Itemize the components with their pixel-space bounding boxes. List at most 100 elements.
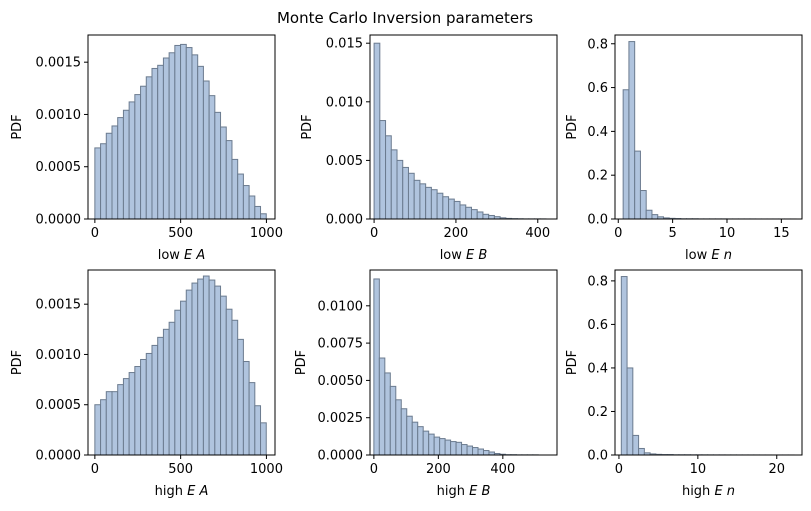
y-axis-label: PDF [300, 114, 315, 139]
x-axis-label-text: low [685, 248, 711, 263]
histogram-bar [406, 415, 413, 456]
histogram-bar [128, 372, 136, 456]
histogram-bar [208, 279, 216, 456]
histogram-bar [482, 450, 490, 456]
y-tick-label: 0.0005 [36, 398, 82, 413]
histogram-bar [242, 185, 250, 220]
x-axis-label: high E B [437, 484, 491, 499]
x-tick-label: 0 [615, 462, 623, 477]
y-tick-label: 0.0025 [318, 411, 364, 426]
histogram-bar [413, 179, 421, 220]
histogram-bar [396, 159, 404, 220]
histogram-bar [225, 308, 233, 456]
histogram-bar [191, 282, 199, 456]
histogram-bar [128, 101, 136, 220]
histogram-bar [111, 125, 119, 220]
histogram-bar [248, 382, 256, 456]
histogram-bar [459, 204, 467, 220]
subplot-2: 0 200 400 0.000 0.005 0.010 0.015 low E B PDF [300, 34, 558, 263]
histogram-bar [417, 426, 424, 456]
histogram-bar [197, 278, 204, 456]
histogram-bar [402, 166, 409, 220]
x-tick-label: 1000 [250, 226, 283, 241]
x-tick-label: 0 [614, 226, 622, 241]
x-axis-label: low E n [685, 248, 732, 263]
histogram-bar [645, 209, 653, 220]
histogram-bar [242, 360, 250, 456]
histogram-bar [180, 43, 187, 220]
y-tick-label: 0.0015 [36, 298, 82, 313]
x-axis-label-text: low [158, 248, 184, 263]
axes-frame [87, 34, 276, 220]
histogram-bar [254, 205, 262, 220]
histogram-bar [214, 285, 222, 456]
y-tick-label: 0.0100 [318, 299, 364, 314]
y-axis-label: PDF [565, 114, 580, 139]
histogram-bar [254, 405, 262, 456]
histogram-bar [134, 94, 142, 220]
histogram-bar [145, 352, 153, 456]
histogram-bar [470, 209, 478, 220]
histogram-bar [379, 120, 387, 220]
x-tick-label: 10 [719, 226, 736, 241]
histogram-bar [237, 338, 244, 456]
y-tick-label: 0.0000 [36, 449, 82, 464]
histogram-bar [260, 422, 267, 456]
y-tick-label: 0.4 [587, 361, 608, 376]
x-tick-label: 500 [168, 226, 193, 241]
x-axis-label-symbol: E n [714, 484, 735, 499]
histogram-bar [632, 434, 640, 456]
histogram-bar [384, 372, 391, 456]
histogram-bar [482, 213, 490, 220]
x-tick-label: 10 [690, 462, 707, 477]
x-tick-label: 1000 [250, 462, 283, 477]
histogram-bar [455, 441, 463, 456]
histogram-bar [477, 448, 484, 456]
histogram-bar [174, 44, 182, 220]
subplot-6: 0 10 20 0.0 0.2 0.4 0.6 0.8 high E n PDF [565, 269, 803, 499]
y-tick-label: 0.0050 [318, 374, 364, 389]
axes-frame [614, 269, 803, 456]
y-tick-label: 0.0010 [36, 108, 82, 123]
histogram-bar [419, 183, 427, 220]
histogram-bar [400, 408, 408, 456]
figure-title: Monte Carlo Inversion parameters [277, 9, 533, 27]
histogram-bar [94, 147, 102, 220]
histogram-bar [461, 444, 468, 456]
histogram-bar [378, 357, 386, 456]
histogram-bar [220, 295, 227, 456]
y-tick-label: 0.2 [587, 169, 608, 184]
histogram-bar [162, 57, 170, 220]
histogram-bar [157, 336, 164, 456]
histogram-bar [237, 173, 244, 220]
histogram-bar [202, 275, 210, 456]
histogram-bar [105, 132, 113, 220]
histogram-bar [180, 300, 187, 456]
x-tick-label: 5 [668, 226, 676, 241]
histogram-bar [100, 143, 107, 220]
y-tick-label: 0.0 [587, 213, 608, 228]
histogram-bar [225, 140, 233, 220]
histogram-bar [260, 213, 267, 220]
histogram-bar [373, 278, 380, 456]
y-tick-label: 0.0 [587, 449, 608, 464]
histogram-bar [422, 430, 430, 456]
histogram-bar [100, 399, 107, 456]
histogram-bar [430, 189, 438, 220]
histogram-bar [151, 67, 159, 220]
histogram-bar [620, 276, 628, 456]
y-tick-label: 0.000 [326, 213, 363, 228]
histogram-bar [117, 117, 124, 220]
subplot-3: 0 5 10 15 0.0 0.2 0.4 0.6 0.8 low E n PDF [565, 34, 803, 263]
x-tick-label: 0 [370, 462, 378, 477]
x-axis-label-symbol: E n [711, 248, 732, 263]
axes-frame [369, 269, 558, 456]
histogram-bar [626, 367, 634, 456]
x-axis-label: high E n [682, 484, 735, 499]
x-tick-label: 400 [525, 226, 550, 241]
histogram-bar [425, 186, 432, 220]
y-tick-label: 0.6 [587, 318, 608, 333]
x-axis-label-symbol: E A [187, 484, 208, 499]
histogram-bar [472, 447, 479, 456]
